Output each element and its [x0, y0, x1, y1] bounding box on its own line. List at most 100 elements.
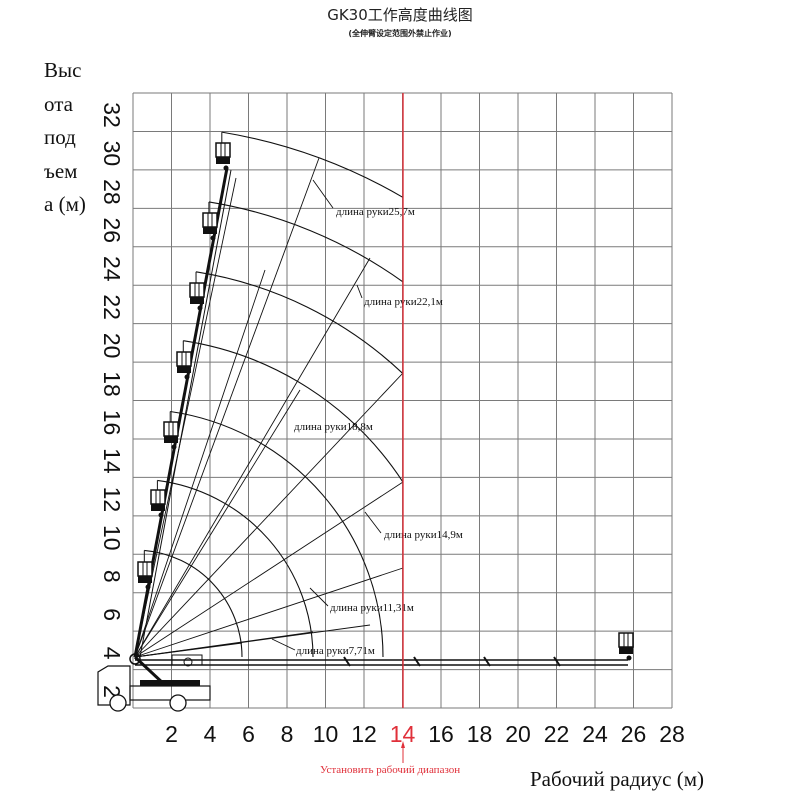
radial-line: [134, 642, 243, 658]
boom-section-joint: [553, 656, 561, 667]
y-axis-label-line: под: [44, 125, 76, 149]
y-axis-label-line: ота: [44, 91, 73, 116]
range-note-arrowhead: [401, 741, 405, 748]
radial-line: [134, 567, 404, 658]
basket-floor: [138, 576, 152, 583]
y-tick-label: 10: [99, 525, 125, 551]
basket-rail: [163, 421, 179, 437]
truck-chassis: [129, 685, 211, 701]
arm-length-label: длина руки18,8м: [294, 421, 373, 433]
radial-line: [134, 269, 266, 658]
basket-icon: [618, 632, 634, 661]
y-axis-label-line: ъем: [44, 158, 78, 183]
basket-floor: [619, 647, 633, 654]
x-tick-label: 2: [165, 721, 178, 747]
label-leader-line: [364, 511, 382, 534]
basket-icon: [215, 142, 231, 171]
y-tick-label: 26: [99, 218, 125, 244]
basket-icon: [202, 212, 218, 241]
y-tick-label: 18: [99, 371, 125, 397]
arm-length-label: длина руки11,31м: [330, 602, 414, 614]
y-tick-label: 20: [99, 333, 125, 359]
basket-joint: [158, 512, 164, 518]
range-note: Установить рабочий диапазон: [320, 764, 461, 776]
x-tick-label: 18: [467, 721, 493, 747]
boom-section-joint: [413, 656, 421, 667]
boom-positions: [133, 142, 634, 667]
x-axis-ticks: 2 4 6 8 10 12 14 16 18 20 22 24 26 28: [165, 721, 685, 747]
arm-length-label: длина руки25,7м: [336, 206, 415, 218]
x-tick-label: 12: [351, 721, 377, 747]
y-axis-label-line: Выс: [44, 58, 82, 82]
basket-floor: [190, 297, 204, 304]
basket-icon: [189, 282, 205, 311]
basket-rail: [618, 632, 634, 648]
x-tick-label: 16: [428, 721, 454, 747]
envelope-arc: [170, 410, 384, 658]
x-tick-label: 4: [204, 721, 217, 747]
x-tick-label: 22: [544, 721, 570, 747]
x-tick-label: 6: [242, 721, 255, 747]
y-tick-label: 4: [99, 647, 125, 660]
envelope-arc: [183, 340, 404, 483]
basket-joint: [184, 374, 190, 380]
y-tick-label: 6: [99, 608, 125, 621]
y-tick-label: 14: [99, 448, 125, 474]
boom-section-joint: [483, 656, 491, 667]
boom-arm-outline: [139, 169, 232, 658]
basket-joint: [171, 444, 177, 450]
basket-icon: [137, 561, 153, 590]
radial-line: [134, 481, 404, 658]
x-tick-label: 20: [505, 721, 531, 747]
y-tick-label: 30: [99, 141, 125, 167]
envelope-arc: [221, 131, 404, 198]
basket-floor: [151, 504, 165, 511]
radial-line: [134, 177, 237, 658]
y-axis-label-line: а (м): [44, 192, 86, 216]
label-leader-line: [309, 587, 329, 607]
basket-rail: [176, 351, 192, 367]
boom-rest-wheel: [183, 657, 193, 667]
basket-joint: [197, 305, 203, 311]
y-tick-label: 16: [99, 410, 125, 436]
label-leader-line: [271, 638, 296, 651]
x-tick-label: 26: [621, 721, 647, 747]
x-tick-label: 8: [281, 721, 294, 747]
basket-rail: [215, 142, 231, 158]
y-tick-label: 32: [99, 102, 125, 128]
boom-section-joint: [343, 656, 351, 667]
basket-rail: [150, 489, 166, 505]
truck-wheel: [109, 694, 127, 712]
basket-floor: [164, 436, 178, 443]
y-axis-label: Выс ота под ъем а (м): [44, 54, 94, 222]
basket-floor: [216, 157, 230, 164]
basket-joint: [210, 235, 216, 241]
boom-rest: [171, 654, 203, 666]
basket-rail: [137, 561, 153, 577]
truck-wheel: [169, 694, 187, 712]
envelope-arc: [195, 271, 404, 375]
envelope-arc: [208, 201, 404, 283]
basket-icon: [176, 351, 192, 380]
y-tick-label: 12: [99, 487, 125, 513]
basket-floor: [177, 366, 191, 373]
envelope-arc: [144, 549, 243, 658]
boom-pivot: [129, 653, 141, 665]
chart-subtitle: (全伸臂设定范围外禁止作业): [348, 29, 452, 38]
radial-line: [134, 157, 320, 658]
basket-joint: [145, 584, 151, 590]
basket-joint: [223, 165, 229, 171]
x-axis-label: Рабочий радиус (м): [530, 767, 705, 791]
y-tick-label: 24: [99, 256, 125, 282]
working-envelope-arcs: [134, 131, 404, 658]
y-tick-label: 22: [99, 294, 125, 320]
x-tick-label: 28: [659, 721, 685, 747]
x-tick-label: 10: [313, 721, 339, 747]
x-tick-label: 24: [582, 721, 608, 747]
y-tick-label: 28: [99, 179, 125, 205]
y-tick-label: 8: [99, 570, 125, 583]
label-leader-line: [356, 284, 363, 299]
